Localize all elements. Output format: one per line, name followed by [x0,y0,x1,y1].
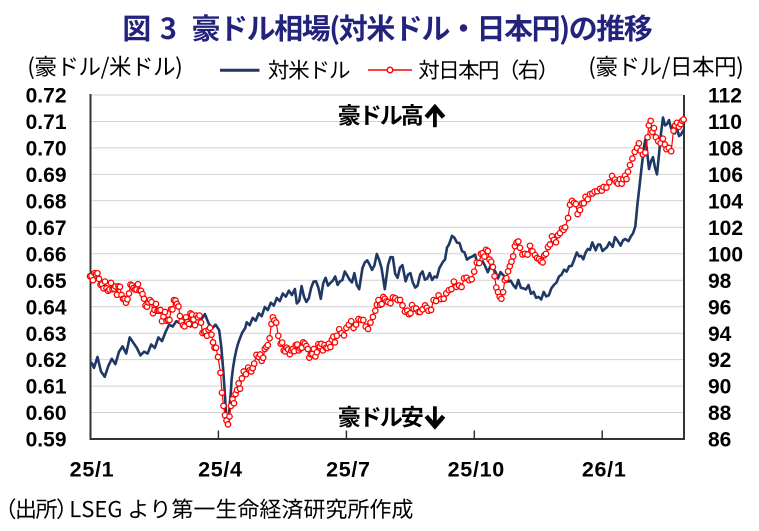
svg-text:110: 110 [708,111,742,134]
svg-text:108: 108 [708,138,743,161]
svg-text:25/7: 25/7 [326,458,371,482]
svg-text:0.71: 0.71 [26,111,67,134]
svg-text:25/10: 25/10 [448,458,505,482]
svg-text:0.60: 0.60 [26,402,67,425]
svg-text:106: 106 [708,164,743,187]
svg-text:104: 104 [708,190,743,213]
svg-text:0.65: 0.65 [26,270,67,293]
svg-text:88: 88 [708,402,732,425]
svg-text:98: 98 [708,270,732,293]
svg-text:0.64: 0.64 [26,296,67,319]
svg-text:0.61: 0.61 [26,376,67,399]
svg-text:25/4: 25/4 [198,458,243,482]
svg-text:0.70: 0.70 [26,138,67,161]
svg-text:86: 86 [708,429,731,452]
svg-text:0.69: 0.69 [26,164,67,187]
svg-text:25/1: 25/1 [70,458,115,482]
svg-text:0.67: 0.67 [26,217,67,240]
svg-text:0.72: 0.72 [26,85,67,108]
svg-text:100: 100 [708,243,743,266]
svg-text:0.59: 0.59 [26,429,67,452]
svg-text:94: 94 [708,323,732,346]
svg-text:92: 92 [708,349,731,372]
svg-text:112: 112 [708,85,742,108]
svg-text:90: 90 [708,376,731,399]
svg-text:0.62: 0.62 [26,349,67,372]
svg-text:0.68: 0.68 [26,190,67,213]
svg-text:0.66: 0.66 [26,243,67,266]
svg-text:26/1: 26/1 [582,458,627,482]
svg-text:96: 96 [708,296,731,319]
svg-text:0.63: 0.63 [26,323,67,346]
svg-text:102: 102 [708,217,743,240]
